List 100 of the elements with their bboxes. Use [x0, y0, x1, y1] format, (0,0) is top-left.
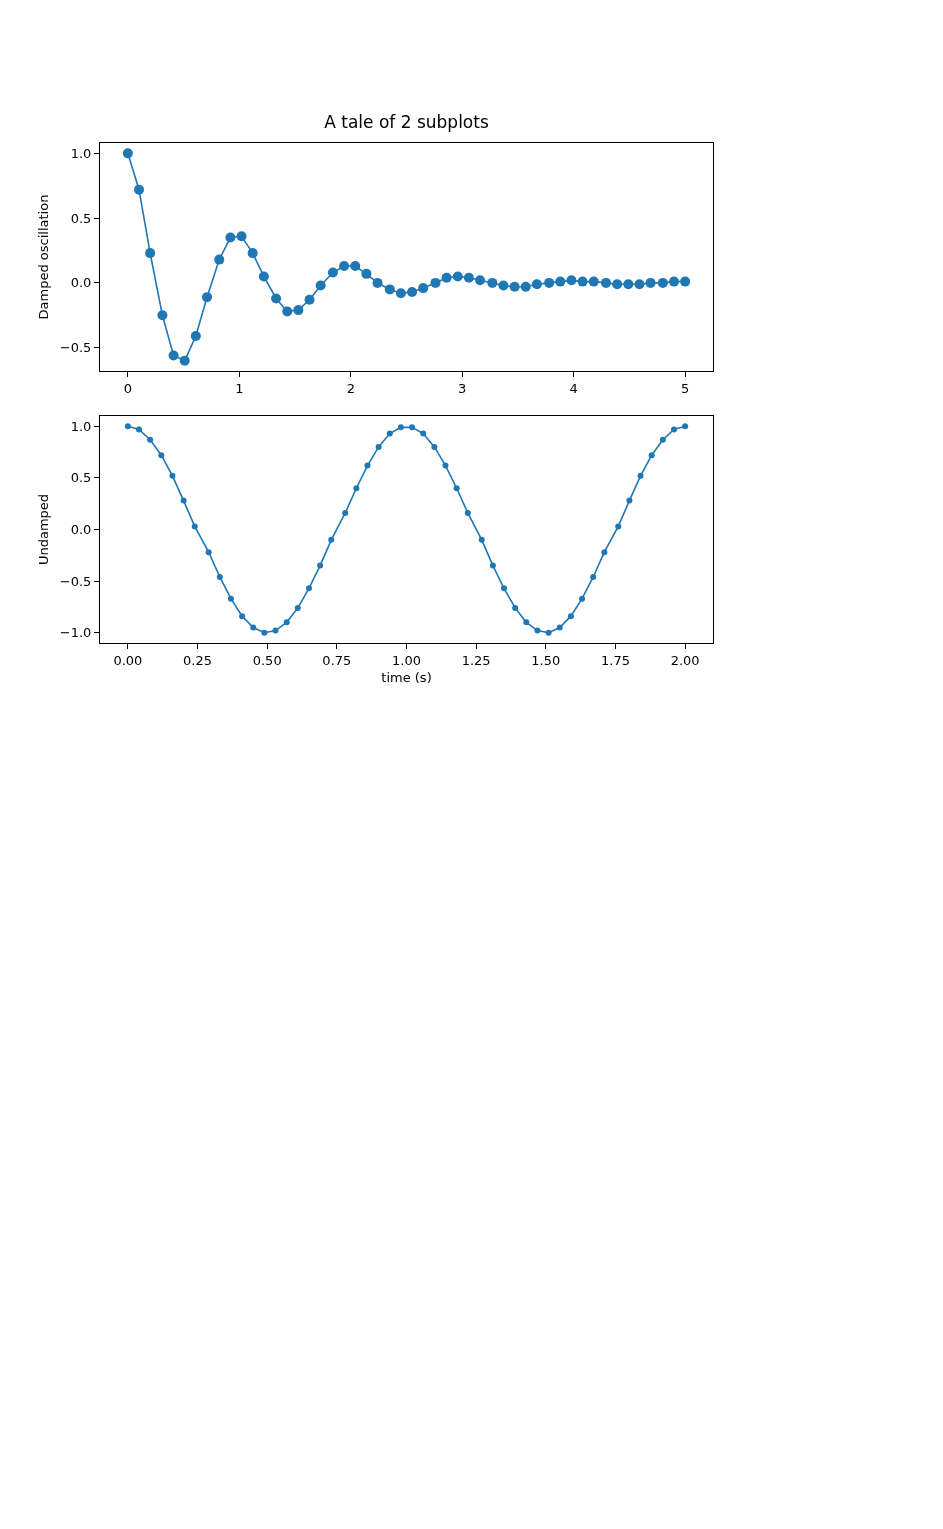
point [409, 424, 416, 431]
point [145, 248, 156, 259]
x-tick-label: 1.50 [531, 652, 561, 668]
point [637, 472, 644, 479]
point [567, 613, 574, 620]
point [169, 472, 176, 479]
point [566, 275, 577, 286]
point [441, 272, 452, 283]
y-axis-title: Undamped [35, 493, 51, 566]
point [615, 523, 622, 530]
x-tick-label: 5 [681, 380, 690, 396]
point [247, 248, 258, 259]
point [397, 424, 404, 431]
point [294, 604, 301, 611]
point [555, 276, 566, 287]
point [523, 619, 530, 626]
point [293, 305, 304, 316]
point [623, 279, 634, 290]
point [478, 536, 485, 543]
point [283, 619, 290, 626]
x-tick-label: 0.00 [113, 652, 143, 668]
point [487, 277, 498, 288]
point [431, 443, 438, 450]
point [509, 281, 520, 292]
y-tick-label: −0.5 [59, 573, 92, 589]
point [315, 280, 326, 291]
y-tick-label: −1.0 [59, 625, 92, 641]
point [205, 549, 212, 556]
point [418, 283, 429, 294]
point [384, 284, 395, 295]
point [353, 485, 360, 492]
point [544, 277, 555, 288]
point [464, 509, 471, 516]
point [430, 277, 441, 288]
point [261, 629, 268, 636]
x-tick-label: 0.25 [183, 652, 212, 668]
point [453, 485, 460, 492]
point [258, 271, 269, 282]
point [342, 509, 349, 516]
point [395, 288, 406, 299]
y-tick-label: 0.5 [70, 470, 92, 486]
point [475, 275, 486, 286]
x-tick-label: 3 [458, 380, 467, 396]
point [250, 624, 257, 631]
point [124, 423, 131, 430]
point [442, 462, 449, 469]
point [386, 430, 393, 437]
y-axis-title: Damped oscillation [35, 194, 51, 320]
y-tick-label: 0.0 [70, 275, 92, 291]
point [463, 272, 474, 283]
point [304, 294, 315, 305]
point [216, 573, 223, 580]
point [579, 595, 586, 602]
x-tick-label: 1.00 [392, 652, 421, 668]
point [420, 430, 427, 437]
point [350, 261, 361, 272]
point [501, 585, 508, 592]
point [202, 292, 212, 303]
point [659, 436, 666, 443]
point [601, 549, 608, 556]
point [680, 276, 691, 287]
point [545, 629, 552, 636]
x-tick-label: 0 [123, 380, 132, 396]
x-tick-label: 2 [346, 380, 355, 396]
point [626, 497, 633, 504]
point [361, 268, 372, 279]
point [645, 277, 656, 288]
point [634, 279, 645, 290]
x-tick-label: 2.00 [670, 652, 700, 668]
point [670, 426, 677, 433]
point [147, 436, 154, 443]
x-axis-title: time (s) [381, 670, 432, 686]
point [239, 613, 246, 620]
point [648, 452, 655, 459]
point [588, 276, 599, 287]
point [577, 276, 588, 287]
point [328, 536, 335, 543]
point [668, 276, 679, 287]
point [364, 462, 371, 469]
point [179, 355, 190, 366]
chart-title: A tale of 2 subplots [324, 111, 489, 132]
point [272, 627, 279, 634]
point [682, 423, 689, 430]
x-tick-label: 1.25 [461, 652, 491, 668]
point [498, 280, 509, 291]
point [134, 184, 145, 195]
point [556, 624, 563, 631]
point [168, 350, 179, 361]
point [180, 497, 187, 504]
point [339, 261, 350, 272]
x-tick-label: 0.50 [252, 652, 282, 668]
point [317, 562, 324, 569]
point [489, 562, 496, 569]
point [601, 277, 611, 288]
point [520, 281, 531, 292]
point [122, 148, 133, 159]
x-tick-label: 0.75 [322, 652, 352, 668]
point [214, 254, 225, 265]
x-tick-label: 1 [235, 380, 244, 396]
point [512, 604, 519, 611]
